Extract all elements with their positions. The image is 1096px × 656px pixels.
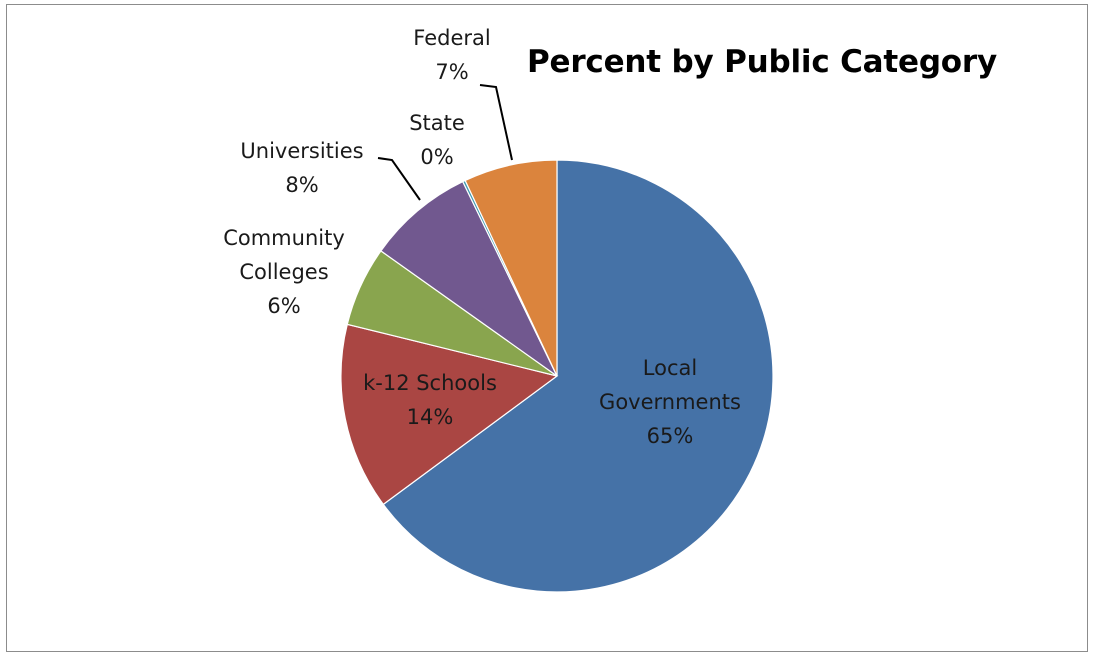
chart-title: Percent by Public Category — [527, 44, 998, 80]
leader-line-universities — [377, 157, 421, 201]
pie-slice-local-governments — [382, 159, 774, 593]
data-label-local-governments: Local Governments 65% — [599, 356, 741, 448]
data-label-universities: Universities 8% — [240, 139, 363, 197]
data-label-k-12-schools: k-12 Schools 14% — [363, 371, 497, 429]
pie-slice-universities — [380, 180, 558, 377]
data-label-state: State 0% — [409, 111, 465, 169]
pie-slice-federal — [464, 159, 558, 377]
data-label-community-colleges: Community Colleges 6% — [223, 226, 345, 318]
pie-slice-k-12-schools — [340, 323, 559, 506]
leader-line-federal — [479, 84, 513, 161]
data-label-federal: Federal 7% — [413, 26, 490, 84]
